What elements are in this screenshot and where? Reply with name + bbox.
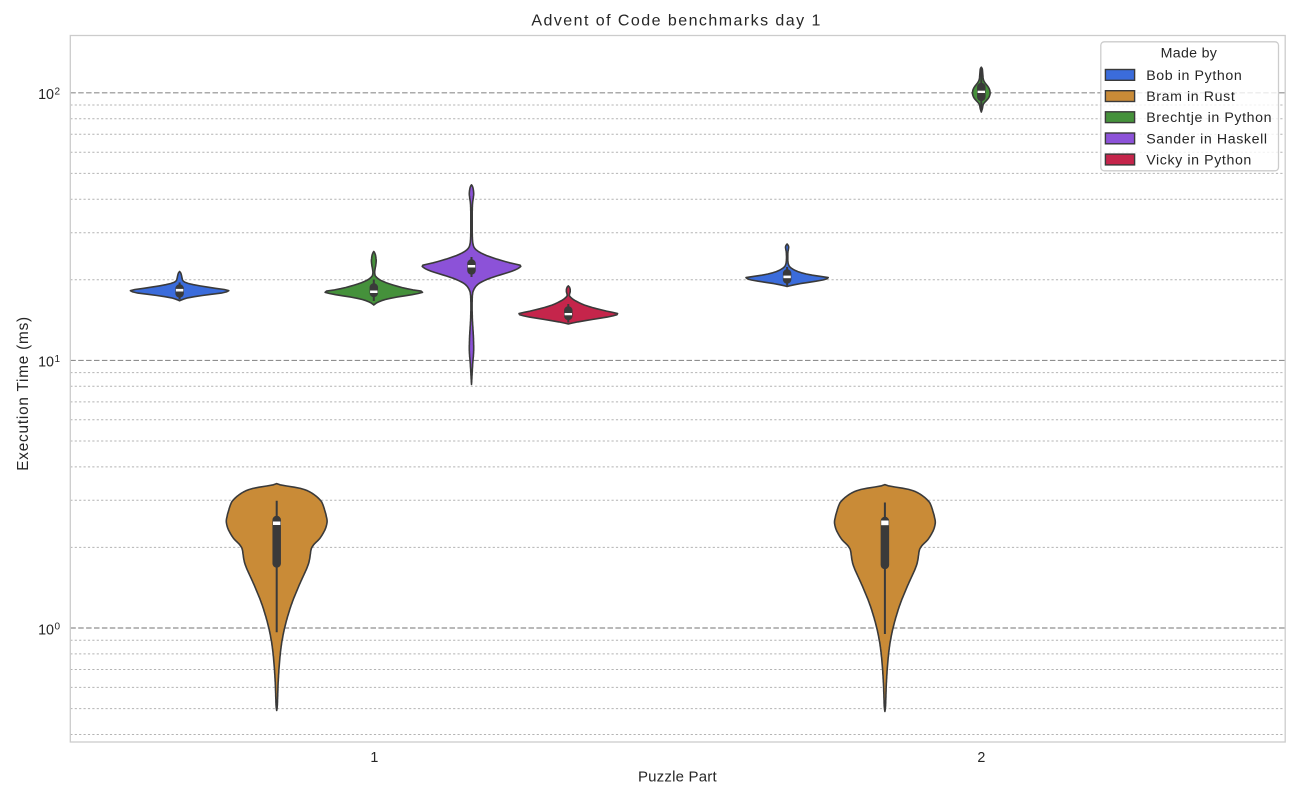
svg-text:0: 0	[55, 622, 61, 633]
svg-text:Vicky in Python: Vicky in Python	[1146, 152, 1252, 168]
svg-text:1: 1	[55, 354, 61, 365]
svg-text:Advent of Code benchmarks day: Advent of Code benchmarks day 1	[531, 13, 821, 30]
svg-text:2: 2	[55, 86, 61, 97]
svg-text:10: 10	[38, 355, 54, 371]
svg-text:10: 10	[38, 87, 54, 103]
svg-text:Puzzle Part: Puzzle Part	[638, 769, 718, 786]
svg-text:Bram in Rust: Bram in Rust	[1146, 89, 1235, 105]
svg-text:1: 1	[370, 750, 378, 766]
svg-text:Sander in Haskell: Sander in Haskell	[1146, 131, 1267, 147]
svg-text:2: 2	[977, 750, 985, 766]
svg-text:Made by: Made by	[1161, 46, 1218, 62]
svg-text:Bob in Python: Bob in Python	[1146, 68, 1242, 84]
svg-text:Brechtje in Python: Brechtje in Python	[1146, 110, 1272, 126]
svg-text:Execution Time (ms): Execution Time (ms)	[15, 316, 32, 471]
svg-text:10: 10	[38, 622, 54, 638]
